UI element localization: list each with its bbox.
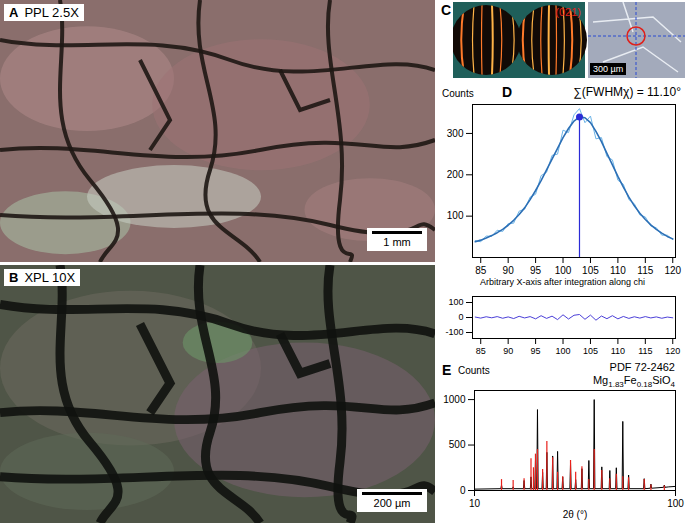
- svg-text:105: 105: [583, 346, 598, 356]
- html-text:A PPL 2.5X: A PPL 2.5X: [9, 5, 79, 20]
- html-text:300 µm: 300 µm: [593, 64, 624, 74]
- svg-text:1000: 1000: [443, 394, 466, 405]
- svg-text:115: 115: [637, 265, 653, 276]
- svg-text:105: 105: [582, 265, 599, 276]
- svg-text:0: 0: [460, 485, 466, 496]
- html-text:D: D: [502, 84, 513, 100]
- svg-text:500: 500: [449, 439, 466, 450]
- html-text:E: E: [442, 362, 452, 378]
- html-text:Counts: Counts: [458, 365, 490, 376]
- svg-text:115: 115: [638, 346, 652, 356]
- html-text:∑(FWHMχ) = 11.10°: ∑(FWHMχ) = 11.10°: [573, 85, 681, 99]
- svg-text:(021): (021): [555, 6, 581, 18]
- svg-text:0: 0: [458, 312, 463, 322]
- html-text:200 µm: 200 µm: [373, 497, 411, 509]
- svg-text:2θ (°): 2θ (°): [563, 509, 588, 520]
- svg-text:300: 300: [447, 128, 464, 139]
- svg-text:100: 100: [555, 265, 572, 276]
- html-text:PDF 72-2462: PDF 72-2462: [609, 361, 675, 373]
- svg-text:-100: -100: [445, 327, 463, 337]
- svg-text:90: 90: [503, 346, 513, 356]
- svg-text:95: 95: [531, 346, 541, 356]
- svg-text:120: 120: [664, 265, 681, 276]
- svg-text:95: 95: [530, 265, 542, 276]
- svg-text:90: 90: [503, 265, 515, 276]
- svg-text:100: 100: [667, 498, 684, 509]
- svg-text:100: 100: [447, 210, 464, 221]
- html-text:Mg1.83Fe0.18SiO4: Mg1.83Fe0.18SiO4: [592, 374, 675, 390]
- svg-text:100: 100: [556, 346, 571, 356]
- html-text:Arbitrary X-axis after integra: Arbitrary X-axis after integration along…: [480, 277, 645, 287]
- svg-text:85: 85: [475, 265, 487, 276]
- html-text:1 mm: 1 mm: [383, 236, 411, 248]
- html-text:C: C: [441, 2, 452, 18]
- html-text:B XPL 10X: B XPL 10X: [9, 270, 76, 285]
- svg-text:85: 85: [476, 346, 486, 356]
- svg-text:100: 100: [448, 297, 463, 307]
- svg-text:200: 200: [447, 169, 464, 180]
- svg-text:10: 10: [469, 498, 481, 509]
- html-text:Counts: Counts: [442, 88, 474, 99]
- svg-text:120: 120: [665, 346, 680, 356]
- svg-text:110: 110: [611, 346, 625, 356]
- svg-text:110: 110: [610, 265, 626, 276]
